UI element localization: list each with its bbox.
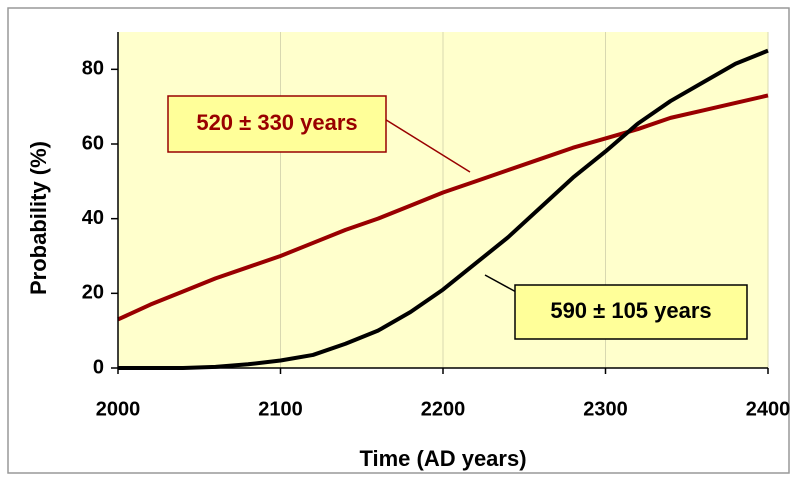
x-tick-label: 2300 [583,398,628,420]
annotation-leader [484,274,519,294]
y-tick-label: 80 [82,58,104,80]
x-tick-label: 2000 [96,398,141,420]
series-line [117,93,769,322]
x-tick-label: 2200 [421,398,466,420]
y-tick-label: 60 [82,132,104,154]
annotation-leader [382,117,471,173]
y-axis-label: Probability (%) [26,141,51,295]
annotation-box [167,95,387,153]
x-axis-label: Time (AD years) [359,446,526,471]
y-tick-label: 40 [82,207,104,229]
y-tick-label: 0 [93,356,104,378]
annotation-box [514,284,748,340]
annotation-label: 590 ± 105 years [550,298,711,323]
x-tick-label: 2100 [258,398,303,420]
annotation-label: 520 ± 330 years [196,110,357,135]
x-tick-label: 2400 [746,398,791,420]
y-tick-label: 20 [82,282,104,304]
series-line [118,48,769,370]
